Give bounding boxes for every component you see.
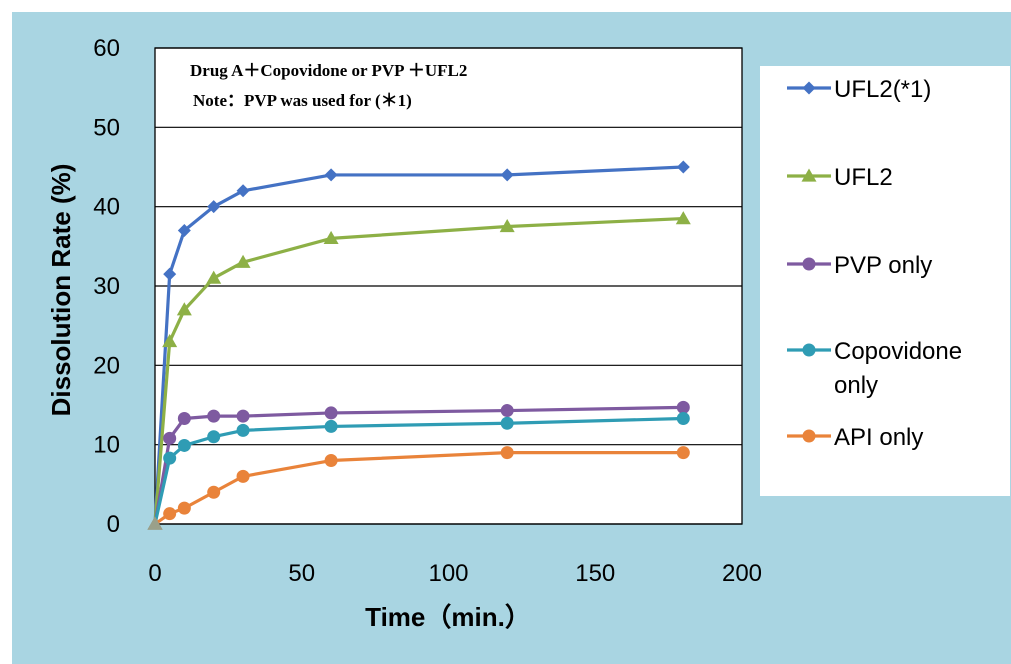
data-point bbox=[675, 211, 691, 225]
y-tick-label: 20 bbox=[93, 352, 120, 379]
data-point bbox=[207, 485, 221, 499]
data-point bbox=[500, 168, 514, 182]
data-point bbox=[163, 507, 177, 521]
annotation-line-2: Note：PVP was used for (＊1) bbox=[193, 91, 412, 110]
data-point bbox=[206, 270, 222, 284]
data-point bbox=[163, 431, 177, 445]
data-point bbox=[162, 334, 178, 348]
plot-border bbox=[154, 47, 743, 525]
legend-item-2: PVP only bbox=[787, 252, 932, 279]
y-tick-label: 30 bbox=[93, 273, 120, 300]
legend-item-3: Copovidone only bbox=[787, 338, 962, 399]
legend-label: UFL2(*1) bbox=[834, 76, 931, 103]
data-point bbox=[499, 219, 515, 233]
y-tick-labels: 0 10 20 30 40 50 60 bbox=[93, 35, 120, 538]
data-point bbox=[500, 404, 514, 418]
legend-label: UFL2 bbox=[834, 164, 893, 191]
annotation-line-1: Drug A＋Copovidone or PVP ＋UFL2 bbox=[190, 61, 467, 80]
series-line bbox=[153, 216, 684, 525]
data-point bbox=[324, 168, 338, 182]
data-point bbox=[236, 409, 250, 423]
data-point bbox=[147, 516, 163, 530]
data-point bbox=[207, 409, 221, 423]
series-0 bbox=[147, 160, 690, 530]
y-axis-title: Dissolution Rate (%) bbox=[46, 164, 76, 417]
legend-marker bbox=[802, 429, 816, 443]
y-tick-label: 10 bbox=[93, 432, 120, 459]
legend-item-0: UFL2(*1) bbox=[787, 76, 931, 103]
data-point bbox=[676, 400, 690, 414]
legend-marker bbox=[802, 343, 816, 357]
y-tick-label: 60 bbox=[93, 35, 120, 62]
data-point bbox=[324, 406, 338, 420]
y-tick-label: 50 bbox=[93, 114, 120, 141]
data-point bbox=[500, 446, 514, 460]
horizontal-gridlines bbox=[154, 47, 743, 525]
y-tick-label: 40 bbox=[93, 194, 120, 221]
legend-item-4: API only bbox=[787, 424, 923, 451]
data-point bbox=[676, 446, 690, 460]
legend-label: only bbox=[834, 372, 878, 399]
legend-marker bbox=[802, 81, 816, 95]
data-point bbox=[177, 223, 191, 237]
data-point bbox=[207, 200, 221, 214]
data-point bbox=[163, 267, 177, 281]
y-tick-label: 0 bbox=[107, 511, 120, 538]
data-point bbox=[177, 501, 191, 515]
legend-label: Copovidone bbox=[834, 338, 962, 365]
data-point bbox=[235, 254, 251, 268]
data-point bbox=[163, 451, 177, 465]
legend-marker bbox=[802, 257, 816, 271]
data-point bbox=[324, 419, 338, 433]
legend-label: API only bbox=[834, 424, 923, 451]
series-line bbox=[153, 165, 684, 525]
data-point bbox=[236, 469, 250, 483]
x-axis-title: Time（min.） bbox=[365, 602, 531, 632]
legend-item-1: UFL2 bbox=[787, 164, 893, 191]
series-3 bbox=[147, 411, 690, 530]
data-point bbox=[236, 423, 250, 437]
data-point bbox=[676, 411, 690, 425]
data-point bbox=[676, 160, 690, 174]
data-point bbox=[323, 230, 339, 245]
data-point bbox=[177, 411, 191, 425]
x-tick-label: 100 bbox=[428, 560, 468, 587]
x-tick-label: 50 bbox=[288, 560, 315, 587]
data-point bbox=[236, 184, 250, 198]
x-tick-label: 0 bbox=[148, 560, 161, 587]
data-point bbox=[500, 416, 514, 430]
legend-label: PVP only bbox=[834, 252, 932, 279]
data-point bbox=[324, 454, 338, 468]
legend-box bbox=[760, 66, 1010, 496]
x-tick-label: 200 bbox=[722, 560, 762, 587]
series-4 bbox=[147, 446, 690, 530]
x-tick-label: 150 bbox=[575, 560, 615, 587]
x-tick-labels: 0 50 100 150 200 bbox=[148, 560, 762, 587]
data-point bbox=[207, 430, 221, 444]
legend-marker bbox=[801, 168, 817, 182]
series-group bbox=[147, 160, 691, 530]
legend: UFL2(*1) UFL2 PVP only Copovidone only API on… bbox=[787, 76, 962, 451]
data-point bbox=[177, 438, 191, 452]
data-point bbox=[176, 302, 192, 316]
